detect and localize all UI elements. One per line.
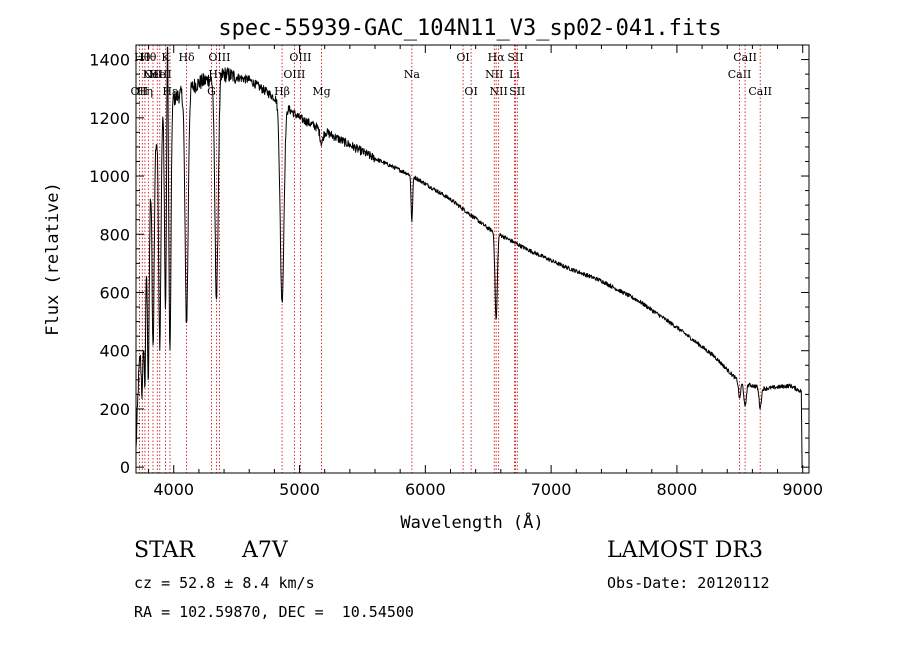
spectrum-line <box>135 46 803 468</box>
redshift-text: cz = 52.8 ± 8.4 km/s <box>134 574 315 592</box>
line-marker-label: K <box>161 51 170 64</box>
line-marker-label: Hθ <box>140 51 157 64</box>
line-marker-label: Hβ <box>274 85 290 98</box>
line-marker-label: OIII <box>283 68 305 81</box>
x-tick-label: 7000 <box>531 480 572 499</box>
line-marker-label: Hε <box>162 85 178 98</box>
line-marker-label: NII <box>490 85 508 98</box>
line-marker-label: Hα <box>488 51 506 64</box>
x-tick-label: 9000 <box>782 480 823 499</box>
line-marker-label: HeI <box>150 68 170 81</box>
line-marker-label: CaII <box>748 85 772 98</box>
obs-date-text: Obs-Date: 20120112 <box>607 574 770 592</box>
line-marker-label: NII <box>485 68 503 81</box>
line-marker-label: Hδ <box>178 51 195 64</box>
object-subclass: A7V <box>242 538 288 563</box>
subclass-label: A7V <box>242 538 288 563</box>
y-tick-label: 1200 <box>89 109 130 128</box>
line-marker-label: SII <box>509 85 525 98</box>
line-marker-label: Mg <box>312 85 330 98</box>
y-tick-label: 600 <box>99 283 130 302</box>
object-class: STAR <box>134 538 195 563</box>
line-marker-label: SII <box>507 51 523 64</box>
line-marker-label: G <box>207 85 216 98</box>
line-marker-label: Na <box>404 68 421 81</box>
y-axis-label: Flux (relative) <box>43 182 63 336</box>
line-marker-label: OII <box>131 85 149 98</box>
y-tick-label: 1000 <box>89 167 130 186</box>
y-tick-label: 0 <box>120 458 130 477</box>
x-tick-label: 6000 <box>405 480 446 499</box>
y-axis-ticks: 0 200 400 600 800 1000 1200 1400 <box>89 51 809 477</box>
line-marker-label: OIII <box>208 51 230 64</box>
y-tick-label: 400 <box>99 342 130 361</box>
x-tick-label: 5000 <box>279 480 320 499</box>
x-axis-label: Wavelength (Å) <box>400 511 543 533</box>
line-marker-label: NeIII <box>143 68 172 81</box>
line-marker-label: OI <box>464 85 477 98</box>
line-marker-label: Hθ <box>134 51 151 64</box>
x-tick-label: 4000 <box>153 480 194 499</box>
line-marker-label: CaII <box>728 68 752 81</box>
x-axis-ticks: 4000 5000 6000 7000 8000 9000 <box>148 45 823 499</box>
chart-title: spec-55939-GAC_104N11_V3_sp02-041.fits <box>218 16 721 41</box>
y-tick-label: 800 <box>99 225 130 244</box>
line-marker-label: Li <box>509 68 520 81</box>
spectral-line-markers: OIIHθHηHθOIINeIIIHeIKHεHδGHγOIIIHβOIIIOI… <box>131 45 772 473</box>
survey-label: LAMOST DR3 <box>607 538 763 563</box>
class-label: STAR <box>134 538 195 563</box>
line-marker-label: Hη <box>137 85 153 98</box>
line-marker-label: CaII <box>733 51 757 64</box>
y-tick-label: 200 <box>99 400 130 419</box>
coordinates-text: RA = 102.59870, DEC = 10.54500 <box>134 603 414 621</box>
line-marker-label: OI <box>456 51 469 64</box>
x-tick-label: 8000 <box>657 480 698 499</box>
line-marker-label: OIII <box>289 51 311 64</box>
y-tick-label: 1400 <box>89 51 130 70</box>
plot-frame <box>135 44 810 474</box>
